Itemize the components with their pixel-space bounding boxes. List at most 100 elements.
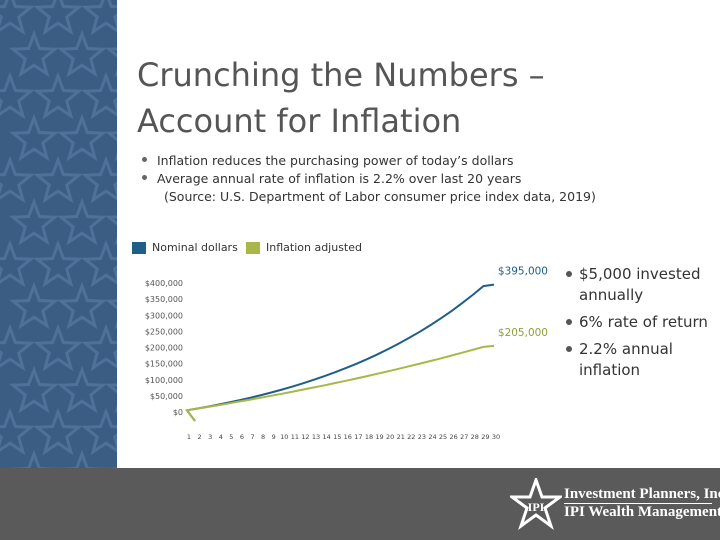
data-label-nominal: $395,000 (498, 266, 548, 278)
y-tick-label: $150,000 (145, 360, 183, 369)
star-pattern-shape (57, 29, 107, 78)
star-pattern-shape (105, 215, 117, 246)
source-note: (Source: U.S. Department of Labor consum… (164, 189, 596, 204)
x-tick-label: 14 (322, 433, 330, 441)
star-pattern-shape (9, 29, 59, 78)
x-tick-label: 20 (386, 433, 394, 441)
side-bullet-text: $5,000 invested annually (579, 265, 701, 304)
star-pattern-shape (81, 155, 117, 204)
series-line-inflation-adjusted (185, 344, 495, 422)
x-tick-label: 15 (333, 433, 341, 441)
side-bullet-list: $5,000 invested annually 6% rate of retu… (566, 264, 720, 387)
star-pattern-shape (33, 71, 83, 120)
x-tick-label: 9 (272, 433, 276, 441)
x-tick-label: 12 (301, 433, 309, 441)
logo-divider (564, 503, 712, 504)
y-tick-label: $200,000 (145, 344, 183, 353)
star-pattern-shape (9, 197, 59, 246)
x-tick-label: 6 (240, 433, 244, 441)
x-tick-label: 8 (261, 433, 265, 441)
legend-swatch-inflation (246, 242, 260, 254)
star-pattern-shape (0, 407, 35, 456)
bullet-dot-icon (142, 157, 147, 162)
company-logo: IPI Investment Planners, Inc. IPI Wealth… (510, 478, 720, 530)
y-tick-label: $350,000 (145, 295, 183, 304)
x-tick-label: 21 (397, 433, 405, 441)
star-pattern-shape (33, 323, 83, 372)
x-tick-label: 1 (187, 433, 191, 441)
x-tick-label: 13 (312, 433, 320, 441)
bullet-item: Average annual rate of inflation is 2.2%… (142, 170, 596, 188)
star-pattern-shape (33, 155, 83, 204)
star-pattern-shape (105, 299, 117, 330)
x-tick-label: 19 (375, 433, 383, 441)
star-pattern-shape (57, 365, 107, 414)
star-pattern-shape (57, 281, 107, 330)
y-tick-label: $250,000 (145, 327, 183, 336)
x-tick-label: 18 (365, 433, 373, 441)
star-pattern-shape (0, 239, 35, 288)
x-tick-label: 22 (407, 433, 415, 441)
x-tick-label: 27 (460, 433, 468, 441)
footer-bar (0, 468, 720, 540)
bullet-dot-icon (142, 175, 147, 180)
x-tick-label: 7 (250, 433, 254, 441)
legend-label-inflation: Inflation adjusted (266, 241, 362, 254)
x-tick-label: 29 (481, 433, 489, 441)
decorative-sidebar (0, 0, 117, 468)
x-tick-label: 2 (198, 433, 202, 441)
legend-item-inflation: Inflation adjusted (246, 241, 362, 254)
bullet-text: Average annual rate of inflation is 2.2%… (157, 171, 522, 186)
logo-line-2: IPI Wealth Management, Inc. (564, 504, 720, 520)
star-pattern-shape (9, 365, 59, 414)
y-tick-label: $400,000 (145, 279, 183, 288)
side-bullet-item: $5,000 invested annually (566, 264, 720, 306)
star-pattern-shape (33, 0, 83, 36)
star-pattern-shape (0, 0, 35, 36)
x-tick-label: 16 (344, 433, 352, 441)
logo-line-1: Investment Planners, Inc. (564, 486, 720, 502)
star-pattern-shape (9, 113, 59, 162)
x-tick-label: 28 (471, 433, 479, 441)
star-pattern-shape (81, 239, 117, 288)
star-pattern-shape (105, 383, 117, 414)
bullet-dot-icon (566, 346, 572, 352)
legend-label-nominal: Nominal dollars (152, 241, 238, 254)
star-pattern-shape (0, 155, 35, 204)
title-line-1: Crunching the Numbers – (137, 56, 545, 94)
bullet-dot-icon (566, 271, 572, 277)
star-pattern-shape (9, 281, 59, 330)
star-pattern-shape (57, 113, 107, 162)
side-bullet-text: 6% rate of return (579, 313, 708, 331)
x-tick-label: 10 (280, 433, 288, 441)
bullet-dot-icon (566, 319, 572, 325)
star-pattern-shape (81, 71, 117, 120)
star-pattern-shape (105, 131, 117, 162)
bullet-text: Inflation reduces the purchasing power o… (157, 153, 514, 168)
star-pattern-shape (0, 323, 35, 372)
series-line-nominal (185, 283, 495, 422)
side-bullet-item: 2.2% annual inflation (566, 339, 720, 381)
logo-mark-text: IPI (528, 500, 545, 514)
side-bullet-item: 6% rate of return (566, 312, 720, 333)
x-tick-label: 11 (291, 433, 299, 441)
x-tick-label: 5 (229, 433, 233, 441)
page-title: Crunching the Numbers – Account for Infl… (137, 52, 545, 144)
x-tick-label: 17 (354, 433, 362, 441)
star-pattern (0, 0, 117, 468)
y-tick-label: $0 (173, 408, 183, 417)
star-pattern-shape (81, 407, 117, 456)
star-logo-icon: IPI (510, 478, 562, 530)
star-pattern-shape (105, 47, 117, 78)
x-tick-label: 26 (450, 433, 458, 441)
x-tick-label: 4 (219, 433, 223, 441)
star-pattern-shape (33, 239, 83, 288)
star-pattern-shape (81, 323, 117, 372)
title-line-2: Account for Inflation (137, 102, 462, 140)
star-pattern-shape (57, 197, 107, 246)
y-tick-label: $50,000 (150, 392, 183, 401)
side-bullet-text: 2.2% annual inflation (579, 340, 673, 379)
x-tick-label: 23 (418, 433, 426, 441)
data-label-inflation-adjusted: $205,000 (498, 327, 548, 339)
